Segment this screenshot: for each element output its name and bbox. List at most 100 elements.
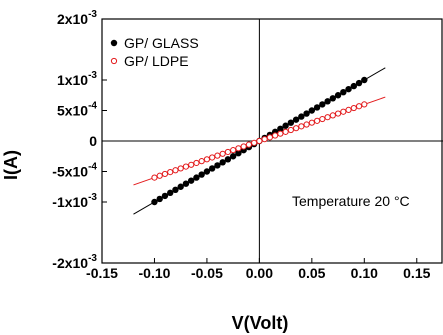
y-tick-label: 2x10-3 <box>57 9 97 27</box>
data-point <box>319 101 326 108</box>
data-point <box>240 143 247 150</box>
data-point <box>287 119 295 126</box>
data-point <box>361 101 368 108</box>
data-point <box>292 116 300 123</box>
data-point <box>187 177 195 184</box>
data-point <box>340 89 347 96</box>
data-point <box>329 112 336 119</box>
data-point <box>287 126 294 134</box>
data-point <box>209 154 216 161</box>
y-tick-label: 5x10-4 <box>57 101 97 119</box>
legend-label: GP/ GLASS <box>124 35 199 51</box>
x-tick-label: 0.10 <box>351 265 378 281</box>
data-point <box>355 79 363 87</box>
data-point <box>298 113 305 120</box>
data-point <box>345 85 352 93</box>
data-point <box>151 174 158 181</box>
data-point <box>245 141 252 148</box>
data-point <box>313 104 321 111</box>
data-point <box>251 139 258 146</box>
data-point <box>230 147 237 154</box>
data-point <box>177 165 184 172</box>
data-point <box>161 192 169 200</box>
x-tick-label: 0.00 <box>246 265 273 281</box>
legend: GP/ GLASS GP/ LDPE <box>110 35 199 69</box>
data-point <box>293 125 300 132</box>
y-axis-title: I(A) <box>1 150 21 180</box>
data-point <box>324 114 331 121</box>
data-point <box>272 132 279 139</box>
data-point <box>219 159 226 166</box>
y-tick-label: 0 <box>89 133 97 149</box>
data-point <box>172 186 179 193</box>
y-tick-label: -2x10-3 <box>52 253 97 271</box>
data-point <box>177 183 184 190</box>
data-point <box>345 106 352 113</box>
y-tick-label: -1x10-3 <box>52 192 97 210</box>
data-point <box>203 168 211 175</box>
data-point <box>182 163 190 170</box>
data-point <box>329 95 337 102</box>
data-point <box>277 125 284 132</box>
data-point <box>229 153 237 160</box>
data-point <box>355 103 363 110</box>
data-point <box>361 76 368 84</box>
data-point <box>340 108 347 115</box>
x-tick-label: 0.05 <box>298 265 325 281</box>
legend-label: GP/ LDPE <box>124 53 189 69</box>
data-point <box>303 121 310 128</box>
data-point <box>303 110 310 117</box>
data-point <box>193 159 200 167</box>
data-point <box>151 198 158 206</box>
y-tick-label: 1x10-3 <box>57 70 97 88</box>
data-point <box>324 98 331 105</box>
x-axis-title: V(Volt) <box>232 313 289 333</box>
ticks-layer: -0.15 -0.10 -0.05 0.00 0.05 0.10 0.15 -2x10-3 -1… <box>52 9 430 281</box>
legend-marker <box>110 57 118 65</box>
data-point <box>235 150 242 157</box>
data-point <box>334 92 342 99</box>
data-point <box>214 152 221 159</box>
data-point <box>156 172 163 179</box>
data-point <box>334 110 342 117</box>
data-point <box>167 169 174 176</box>
data-point <box>161 170 169 178</box>
temperature-annotation: Temperature 20 °C <box>292 193 410 209</box>
data-point <box>282 128 289 135</box>
data-point <box>203 156 211 163</box>
x-tick-label: -0.10 <box>139 265 171 281</box>
data-point <box>282 122 289 129</box>
data-point <box>224 148 232 156</box>
data-point <box>214 162 221 169</box>
x-tick-label: -0.05 <box>191 265 223 281</box>
data-point <box>208 165 216 172</box>
data-point <box>298 123 305 130</box>
data-point <box>261 136 268 143</box>
data-point <box>182 180 190 187</box>
data-point <box>167 189 174 197</box>
data-point <box>277 130 284 137</box>
data-point <box>219 150 226 157</box>
x-tick-label: -0.15 <box>86 265 118 281</box>
data-point <box>172 167 179 174</box>
data-point <box>198 171 205 178</box>
data-point <box>188 161 195 168</box>
data-points-layer <box>151 76 368 206</box>
data-point <box>319 115 326 123</box>
data-point <box>313 117 321 124</box>
x-tick-label: 0.15 <box>403 265 430 281</box>
data-point <box>350 82 358 90</box>
legend-marker <box>110 39 118 47</box>
data-point <box>308 119 315 126</box>
data-point <box>266 134 273 141</box>
data-point <box>224 156 232 163</box>
data-point <box>256 137 263 145</box>
data-point <box>308 107 316 114</box>
y-tick-label: -5x10-4 <box>52 162 97 180</box>
data-point <box>156 195 163 203</box>
data-point <box>235 145 242 152</box>
data-point <box>198 158 205 165</box>
data-point <box>350 104 357 112</box>
data-point <box>193 174 200 181</box>
